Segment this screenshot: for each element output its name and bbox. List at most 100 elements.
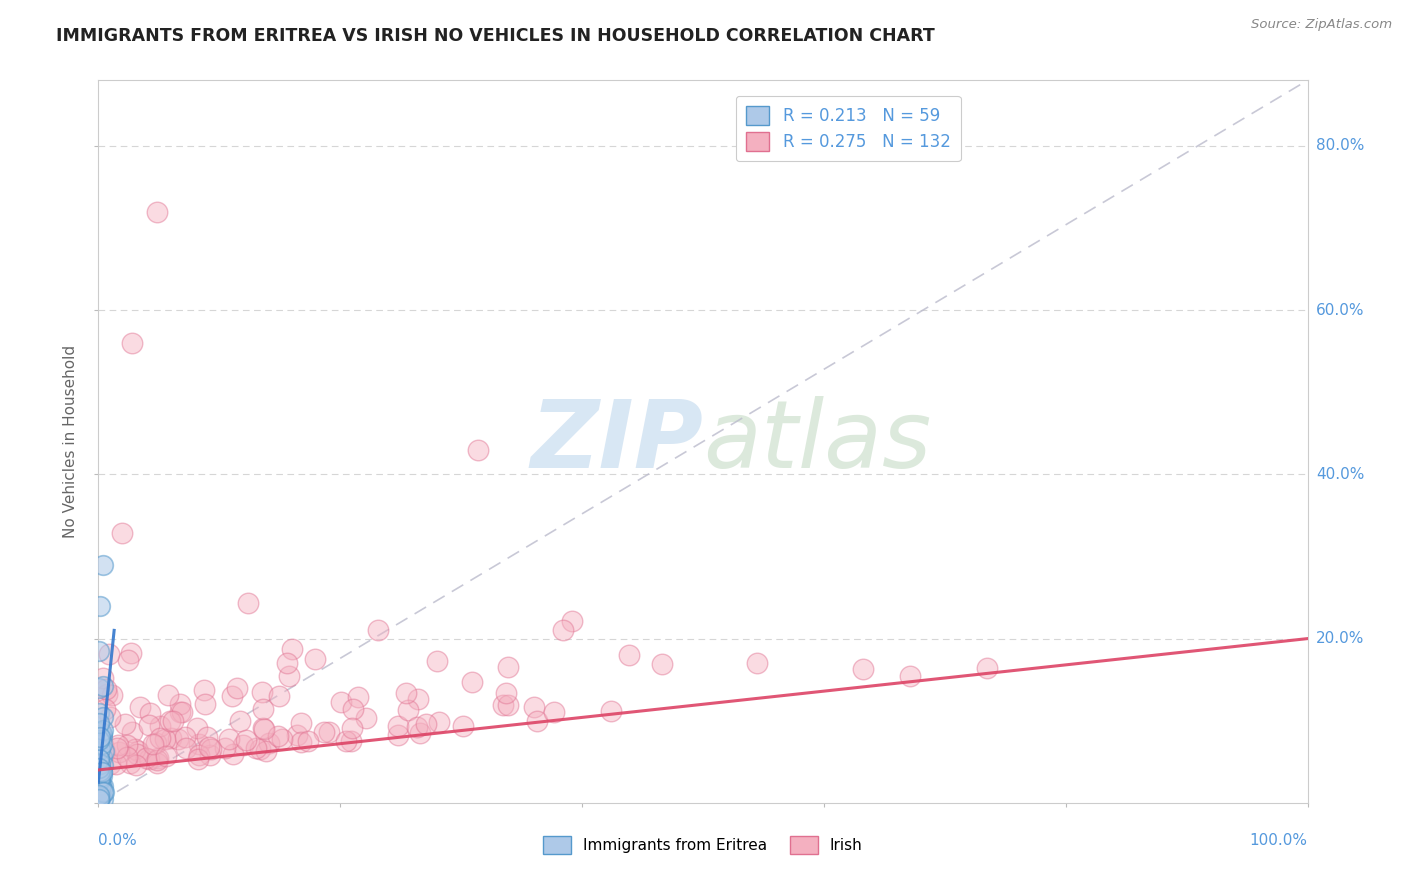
Point	[252, 721, 274, 735]
Point	[124, 742, 146, 756]
Point	[89, 789, 111, 804]
Text: 40.0%: 40.0%	[1316, 467, 1364, 482]
Point	[245, 740, 267, 755]
Point	[127, 747, 149, 761]
Point	[108, 745, 131, 759]
Point	[89, 781, 111, 796]
Point	[200, 741, 222, 756]
Text: 60.0%: 60.0%	[1316, 302, 1364, 318]
Point	[98, 647, 121, 661]
Point	[138, 706, 160, 720]
Point	[89, 791, 111, 805]
Point	[236, 596, 259, 610]
Point	[257, 736, 280, 750]
Point	[651, 657, 673, 672]
Point	[149, 731, 172, 745]
Point	[852, 662, 875, 676]
Point	[342, 721, 364, 735]
Point	[87, 789, 110, 804]
Point	[89, 761, 111, 775]
Point	[451, 719, 474, 733]
Point	[94, 745, 117, 759]
Point	[221, 690, 243, 704]
Point	[492, 698, 515, 712]
Point	[427, 715, 450, 730]
Point	[89, 752, 111, 766]
Point	[91, 779, 114, 793]
Point	[543, 705, 565, 719]
Text: 20.0%: 20.0%	[1316, 632, 1364, 646]
Point	[218, 732, 240, 747]
Point	[522, 700, 544, 714]
Point	[120, 756, 142, 771]
Point	[276, 656, 298, 670]
Point	[91, 785, 114, 799]
Point	[89, 599, 111, 613]
Point	[89, 742, 111, 756]
Point	[91, 727, 114, 741]
Point	[89, 757, 111, 772]
Point	[169, 698, 191, 712]
Point	[173, 731, 195, 745]
Point	[135, 750, 157, 764]
Legend: Immigrants from Eritrea, Irish: Immigrants from Eritrea, Irish	[537, 830, 869, 860]
Point	[409, 726, 432, 740]
Point	[354, 710, 377, 724]
Point	[526, 714, 548, 728]
Point	[214, 741, 236, 756]
Point	[406, 692, 429, 706]
Text: IMMIGRANTS FROM ERITREA VS IRISH NO VEHICLES IN HOUSEHOLD CORRELATION CHART: IMMIGRANTS FROM ERITREA VS IRISH NO VEHI…	[56, 27, 935, 45]
Point	[249, 742, 271, 756]
Point	[297, 734, 319, 748]
Point	[111, 525, 134, 540]
Point	[93, 744, 115, 758]
Point	[198, 740, 221, 755]
Point	[89, 770, 111, 784]
Point	[335, 734, 357, 748]
Point	[89, 791, 111, 805]
Text: Source: ZipAtlas.com: Source: ZipAtlas.com	[1251, 18, 1392, 31]
Point	[145, 736, 167, 750]
Point	[91, 730, 114, 744]
Point	[281, 641, 304, 656]
Point	[148, 750, 170, 764]
Point	[91, 737, 114, 751]
Point	[146, 753, 169, 767]
Point	[127, 744, 149, 758]
Point	[89, 772, 111, 787]
Point	[90, 765, 112, 780]
Point	[318, 725, 340, 739]
Point	[235, 733, 257, 747]
Point	[93, 758, 115, 772]
Point	[94, 681, 117, 696]
Point	[153, 732, 176, 747]
Point	[976, 661, 998, 675]
Point	[87, 681, 110, 695]
Point	[90, 778, 112, 792]
Point	[467, 442, 489, 457]
Point	[87, 791, 110, 805]
Point	[195, 730, 218, 744]
Point	[395, 686, 418, 700]
Point	[187, 748, 209, 763]
Point	[89, 790, 111, 805]
Point	[115, 738, 138, 752]
Point	[91, 710, 114, 724]
Point	[496, 659, 519, 673]
Point	[90, 789, 112, 804]
Point	[290, 715, 312, 730]
Point	[277, 669, 299, 683]
Point	[267, 690, 290, 704]
Point	[145, 204, 167, 219]
Point	[304, 651, 326, 665]
Point	[91, 723, 114, 738]
Point	[174, 741, 197, 756]
Point	[91, 749, 114, 764]
Point	[89, 772, 111, 786]
Point	[93, 785, 115, 799]
Point	[222, 747, 245, 761]
Point	[87, 768, 110, 782]
Point	[89, 731, 111, 745]
Point	[91, 671, 114, 685]
Text: 100.0%: 100.0%	[1250, 833, 1308, 848]
